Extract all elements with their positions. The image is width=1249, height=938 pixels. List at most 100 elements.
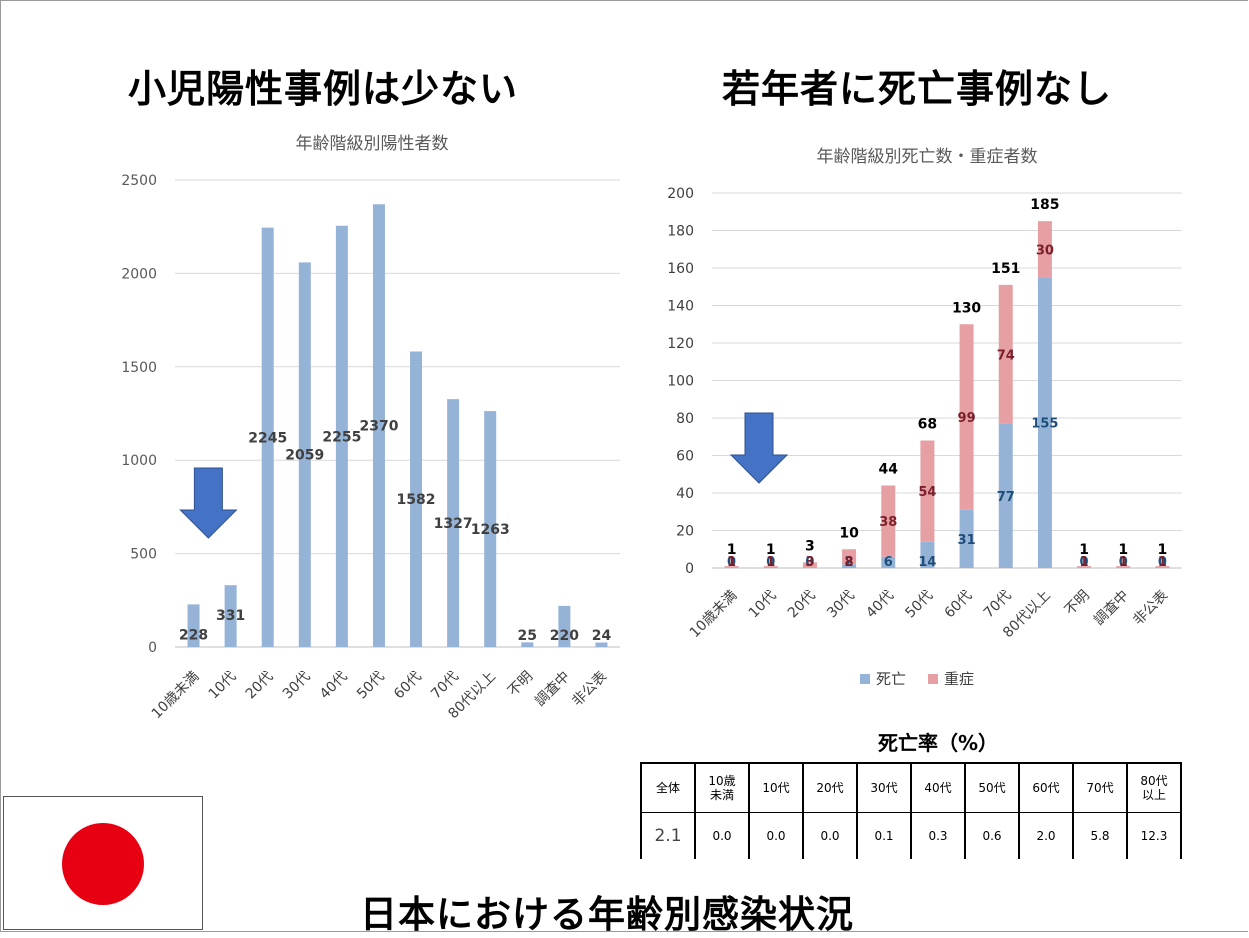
mortality-value-cell: 2.1 [640, 812, 695, 859]
total-label: 1 [766, 542, 776, 558]
mortality-header-cell: 80代 以上 [1126, 762, 1182, 813]
bar [447, 399, 460, 647]
x-tick-label: 50代 [902, 588, 936, 622]
y-tick-label: 500 [130, 547, 157, 563]
data-label: 228 [179, 627, 208, 643]
mortality-header-cell: 10代 [748, 762, 803, 813]
severe-label: 38 [879, 515, 897, 530]
bar-severe [724, 566, 739, 568]
severe-label: 8 [845, 555, 854, 570]
deaths-severe-by-age-chart: 年齢階級別死亡数・重症者数020406080100120140160180200… [667, 147, 1182, 688]
y-tick-label: 1500 [121, 360, 157, 376]
data-label: 24 [592, 628, 612, 644]
y-tick-label: 140 [667, 299, 694, 315]
data-label: 2370 [359, 419, 398, 435]
data-label: 220 [550, 628, 579, 644]
x-tick-label: 非公表 [1130, 588, 1171, 629]
mortality-value-cell: 0.1 [856, 812, 911, 859]
y-tick-label: 200 [667, 186, 694, 202]
severe-label: 1 [1158, 555, 1167, 570]
mortality-header-cell: 40代 [910, 762, 965, 813]
total-label: 130 [952, 300, 981, 316]
mortality-header-cell: 70代 [1072, 762, 1127, 813]
y-tick-label: 2500 [121, 173, 157, 189]
y-tick-label: 20 [676, 524, 694, 540]
x-tick-label: 70代 [981, 588, 1015, 622]
death-label: 14 [918, 555, 936, 570]
data-label: 1582 [397, 492, 436, 508]
bar-severe [1155, 566, 1170, 568]
bar-death [920, 541, 935, 568]
bar [187, 604, 200, 647]
death-label: 0 [1158, 555, 1167, 570]
death-label: 77 [997, 490, 1015, 505]
death-label: 6 [884, 555, 893, 570]
mortality-header-cell: 60代 [1018, 762, 1073, 813]
severe-label: 54 [918, 485, 936, 500]
mortality-value-row: 2.1 0.0 0.0 0.0 0.1 0.3 0.6 2.0 5.8 12.3 [640, 812, 1182, 859]
data-label: 2255 [322, 429, 361, 445]
flag-sun [62, 823, 144, 905]
x-tick-label: 調査中 [1091, 588, 1132, 629]
chart-title: 年齢階級別死亡数・重症者数 [817, 147, 1038, 167]
y-tick-label: 1000 [121, 453, 157, 469]
bar [372, 204, 385, 647]
bar [298, 262, 311, 647]
y-tick-label: 100 [667, 374, 694, 390]
x-tick-label: 非公表 [569, 669, 610, 710]
legend-label: 重症 [944, 670, 974, 688]
bar [484, 411, 497, 647]
y-tick-label: 40 [676, 486, 694, 502]
y-tick-label: 120 [667, 336, 694, 352]
mortality-value-cell: 0.0 [748, 812, 803, 859]
death-label: 0 [1119, 555, 1128, 570]
total-label: 1 [1079, 542, 1089, 558]
severe-label: 99 [958, 411, 976, 426]
data-label: 331 [216, 608, 245, 624]
bar-death [1037, 277, 1052, 568]
y-tick-label: 0 [148, 640, 157, 656]
total-label: 1 [727, 542, 737, 558]
x-tick-label: 10歳未満 [687, 588, 741, 642]
bar [521, 642, 534, 647]
bar-severe [998, 284, 1013, 424]
x-tick-label: 30代 [824, 588, 858, 622]
death-label: 2 [845, 555, 854, 570]
bar [410, 351, 423, 647]
total-label: 151 [991, 261, 1020, 277]
y-tick-label: 60 [676, 449, 694, 465]
death-label: 155 [1031, 417, 1058, 432]
death-label: 0 [727, 555, 736, 570]
x-tick-label: 10歳未満 [149, 669, 203, 723]
bar-severe [1077, 566, 1092, 568]
x-tick-label: 70代 [428, 669, 462, 703]
x-tick-label: 不明 [505, 669, 536, 700]
severe-label: 30 [1036, 243, 1054, 258]
bar-death [842, 564, 857, 568]
mortality-value-cell: 5.8 [1072, 812, 1127, 859]
y-tick-label: 2000 [121, 266, 157, 282]
y-tick-label: 0 [685, 561, 694, 577]
mortality-header-cell: 全体 [640, 762, 695, 813]
severe-label: 1 [727, 555, 736, 570]
x-tick-label: 調査中 [532, 669, 573, 710]
bar-death [959, 509, 974, 568]
total-label: 1 [1118, 542, 1128, 558]
x-tick-label: 60代 [391, 669, 425, 703]
bar [558, 605, 571, 647]
bar [261, 227, 274, 647]
bar-death [881, 556, 896, 568]
down-arrow-icon [729, 412, 789, 484]
mortality-value-cell: 12.3 [1126, 812, 1182, 859]
total-label: 185 [1030, 197, 1059, 213]
positives-by-age-chart: 年齢階級別陽性者数 0 500 1000 1500 2000 2500 228 10歳未満 331… [121, 134, 620, 723]
total-label: 3 [805, 538, 815, 554]
mortality-header-cell: 50代 [964, 762, 1019, 813]
total-label: 44 [879, 462, 899, 478]
death-label: 0 [1080, 555, 1089, 570]
bar [224, 585, 237, 647]
x-tick-label: 40代 [863, 588, 897, 622]
headline-bottom: 日本における年齢別感染状況 [360, 893, 854, 936]
bar-severe [842, 549, 857, 565]
legend-swatch [860, 674, 870, 684]
